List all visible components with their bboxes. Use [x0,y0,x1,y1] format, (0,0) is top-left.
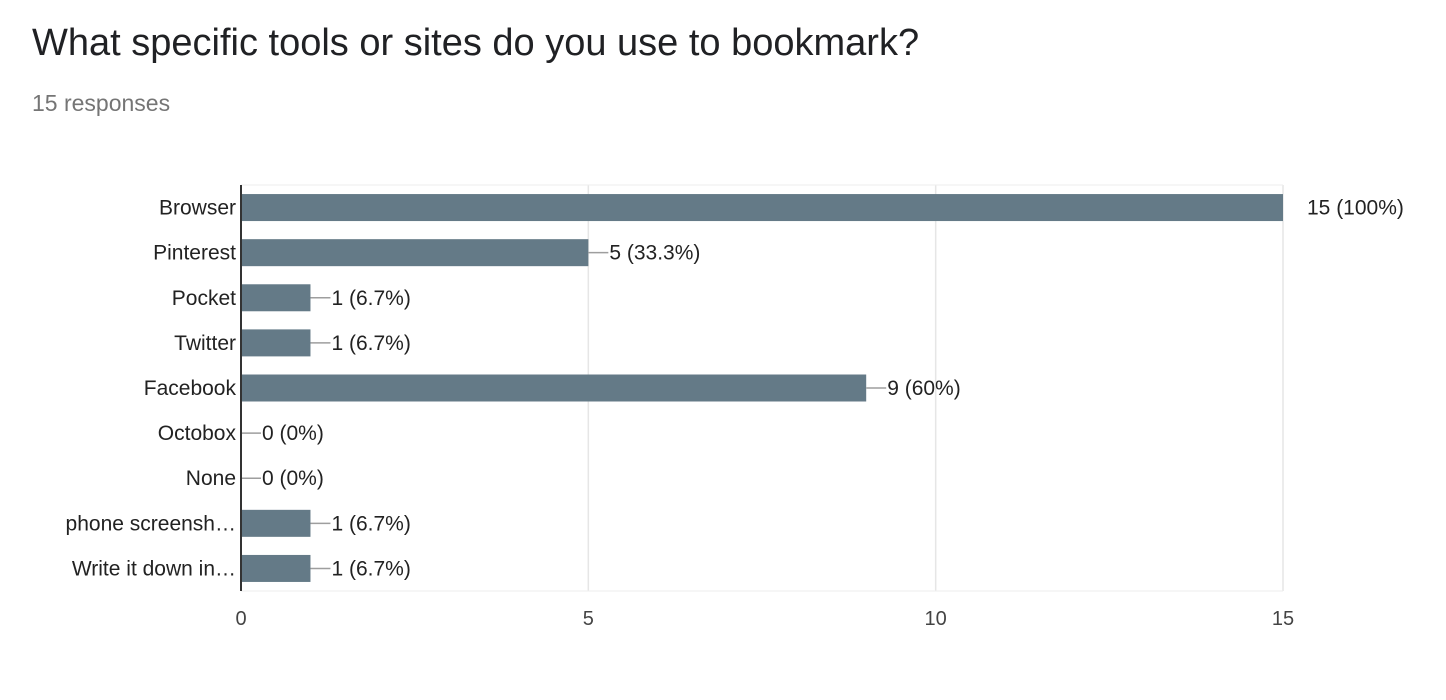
x-tick-label: 5 [583,608,594,630]
value-label: 15 (100%) [1307,197,1404,220]
category-label: None [186,467,236,490]
category-label: Pocket [172,287,236,310]
category-label: Octobox [158,422,237,445]
response-count: 15 responses [32,90,171,116]
bar [241,284,311,312]
value-label: 0 (0%) [262,467,324,490]
category-label: Write it down in… [72,557,236,580]
category-label: phone screensh… [66,512,236,535]
bar [241,554,311,582]
value-label: 9 (60%) [887,377,961,400]
value-label: 1 (6.7%) [331,332,410,355]
category-label: Facebook [144,377,237,400]
value-label: 1 (6.7%) [331,512,410,535]
bar [241,239,589,267]
category-label: Twitter [174,332,236,355]
value-label: 1 (6.7%) [331,557,410,580]
bar [241,374,867,402]
x-tick-label: 15 [1272,608,1294,630]
x-tick-label: 0 [235,608,246,630]
x-tick-label: 10 [925,608,947,630]
value-label: 1 (6.7%) [331,287,410,310]
category-label: Pinterest [153,242,236,265]
question-title: What specific tools or sites do you use … [32,22,920,64]
bar [241,509,311,537]
category-label: Browser [159,197,236,220]
bar [241,329,311,357]
value-label: 5 (33.3%) [609,242,700,265]
value-label: 0 (0%) [262,422,324,445]
bar [241,194,1283,222]
